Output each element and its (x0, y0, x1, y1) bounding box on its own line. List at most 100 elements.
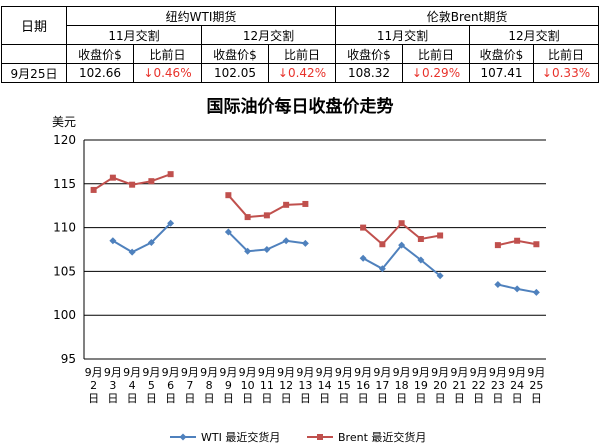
series-line (362, 221, 441, 246)
x-tick-label: 9月 6 日 (162, 366, 180, 405)
x-tick-label: 9月 23 日 (489, 366, 507, 405)
x-tick-label: 9月 10 日 (239, 366, 257, 405)
x-tick-label: 9月 7 日 (181, 366, 199, 405)
change-value: ↓0.29% (402, 63, 470, 83)
down-arrow-icon: ↓ (143, 66, 154, 80)
data-point (494, 242, 501, 249)
contract-header: 12月交割 (468, 25, 600, 45)
change-value: ↓0.46% (133, 63, 202, 83)
data-point (398, 220, 405, 227)
y-tick-label: 115 (53, 177, 76, 191)
down-arrow-icon: ↓ (541, 66, 552, 80)
data-point (378, 265, 386, 273)
column-header-change: 比前日 (268, 44, 336, 64)
data-point (129, 181, 136, 188)
data-point (244, 247, 252, 255)
legend-marker (317, 434, 323, 440)
close-value: 108.32 (335, 63, 403, 83)
x-tick-label: 9月 8 日 (200, 366, 218, 405)
group-header-brent: 伦敦Brent期货 (334, 6, 600, 26)
x-tick-label: 9月 4 日 (123, 366, 141, 405)
data-point (494, 281, 502, 289)
down-arrow-icon: ↓ (411, 66, 422, 80)
y-tick-label: 105 (53, 264, 76, 278)
down-arrow-icon: ↓ (277, 66, 288, 80)
data-point (302, 200, 309, 207)
data-point (283, 201, 290, 208)
x-tick-label: 9月 24 日 (508, 366, 526, 405)
data-point (379, 241, 386, 248)
data-point (514, 237, 521, 244)
change-value: ↓0.42% (268, 63, 336, 83)
data-point (167, 219, 175, 227)
series-line (112, 222, 172, 254)
data-point (148, 178, 155, 185)
x-tick-label: 9月 5 日 (142, 366, 160, 405)
row-date: 9月25日 (1, 63, 67, 83)
x-tick-label: 9月 22 日 (470, 366, 488, 405)
data-point (90, 186, 97, 193)
y-tick-label: 120 (53, 133, 76, 147)
x-tick-label: 9月 11 日 (258, 366, 276, 405)
data-point (417, 256, 425, 264)
data-point (244, 214, 251, 221)
x-tick-label: 9月 21 日 (450, 366, 468, 405)
data-point (109, 237, 117, 245)
data-point (359, 254, 367, 262)
data-point (436, 272, 444, 280)
change-value: ↓0.33% (532, 63, 600, 83)
legend-label: Brent 最近交货月 (338, 430, 426, 444)
data-point (282, 237, 290, 245)
contract-header: 11月交割 (335, 25, 470, 45)
data-point (398, 241, 406, 249)
data-point (301, 239, 309, 247)
y-tick-label: 110 (53, 221, 76, 235)
plot-area: 95 100 105 110 115 120 9月 2 日9月 3 日9月 4 日9月 5 日9月 6 日9月 7… (53, 133, 546, 444)
x-tick-label: 9月 12 日 (277, 366, 295, 405)
x-tick-label: 9月 15 日 (335, 366, 353, 405)
column-header-close: 收盘价$ (66, 44, 134, 64)
y-tick-label: 100 (53, 308, 76, 322)
x-tick-label: 9月 9 日 (219, 366, 237, 405)
x-tick-label: 9月 17 日 (373, 366, 391, 405)
data-point (532, 288, 540, 296)
column-header-close: 收盘价$ (335, 44, 403, 64)
data-point (513, 285, 521, 293)
x-tick-label: 9月 16 日 (354, 366, 372, 405)
change-text: 0.46% (153, 66, 192, 80)
x-tick-label: 9月 13 日 (296, 366, 314, 405)
date-header: 日期 (1, 6, 67, 45)
contract-header: 11月交割 (66, 25, 202, 45)
group-header-wti: 纽约WTI期货 (66, 6, 336, 26)
data-point (167, 171, 174, 178)
data-point (263, 246, 271, 253)
change-text: 0.42% (287, 66, 327, 80)
change-text: 0.33% (551, 66, 591, 80)
chart-title: 国际油价每日收盘价走势 (207, 96, 394, 117)
column-header-change: 比前日 (133, 44, 202, 64)
x-tick-label: 9月 18 日 (393, 366, 411, 405)
data-point (417, 235, 424, 242)
data-point (109, 174, 116, 181)
data-point (533, 241, 540, 248)
data-point (224, 228, 232, 236)
oil-price-line-chart: 国际油价每日收盘价走势 美元 95 100 105 110 115 120 9月 2 日9月 3 日… (52, 96, 546, 444)
data-point (147, 238, 155, 246)
legend-label: WTI 最近交货月 (201, 430, 280, 444)
data-point (225, 192, 232, 199)
legend-marker (179, 433, 187, 441)
y-axis-label: 美元 (52, 115, 76, 129)
close-value: 107.41 (469, 63, 534, 83)
x-tick-label: 9月 2 日 (85, 366, 103, 405)
data-point (437, 232, 444, 239)
data-point (128, 248, 136, 256)
change-text: 0.29% (421, 66, 461, 80)
column-header-change: 比前日 (532, 44, 600, 64)
x-tick-label: 9月 3 日 (104, 366, 122, 405)
x-tick-label: 9月 14 日 (316, 366, 334, 405)
data-point (360, 224, 367, 231)
y-tick-label: 95 (61, 352, 76, 366)
data-point (263, 212, 270, 219)
contract-header: 12月交割 (201, 25, 336, 45)
close-value: 102.66 (66, 63, 134, 83)
